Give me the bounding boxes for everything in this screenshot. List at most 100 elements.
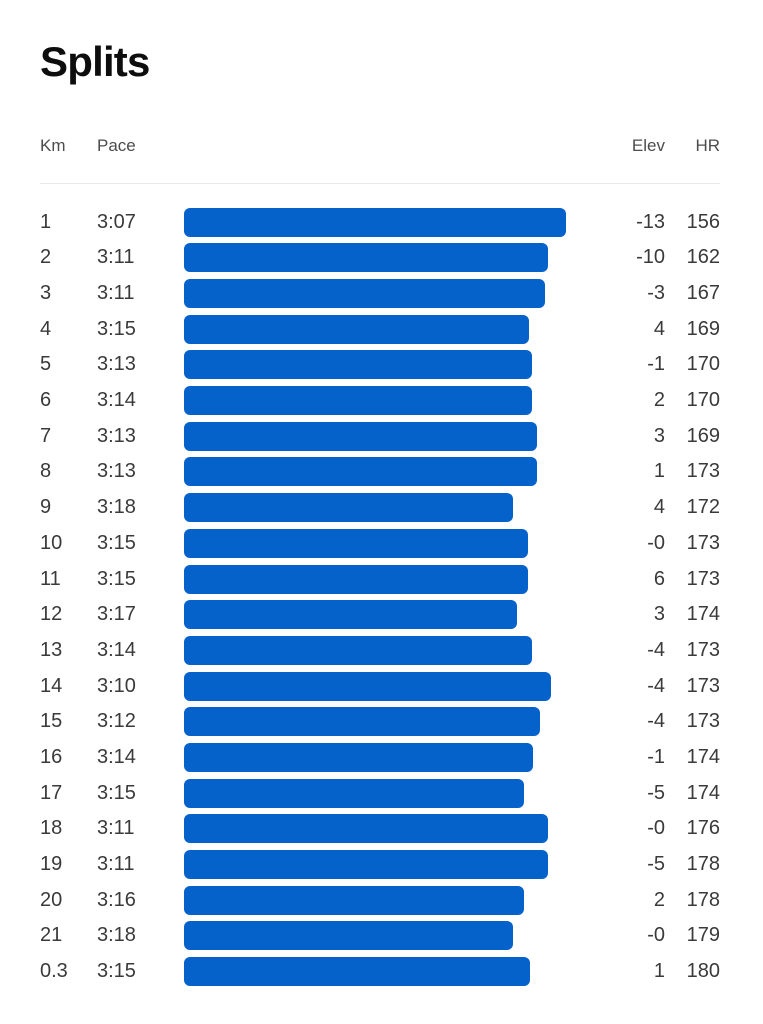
split-km: 3 [40,282,52,305]
split-hr: 172 [686,496,720,519]
split-hr: 167 [686,282,720,305]
pace-bar [184,742,533,772]
pace-bar-track [184,564,601,594]
table-row: 13 3:14 -4 173 [40,633,720,669]
table-row: 14 3:10 -4 173 [40,668,720,704]
pace-bar [184,921,513,951]
split-hr: 169 [686,317,720,340]
split-elev: 4 [653,496,665,519]
split-hr: 162 [686,246,720,269]
pace-bar-track [184,493,601,523]
split-km: 12 [40,603,63,626]
split-elev: -13 [636,210,665,233]
split-km: 6 [40,389,52,412]
pace-bar-track [184,421,601,451]
split-pace: 3:15 [97,317,136,340]
split-pace: 3:11 [97,817,135,840]
split-km: 19 [40,853,63,876]
pace-bar [184,814,548,844]
column-header-hr: HR [695,136,720,156]
split-elev: -0 [647,531,665,554]
split-pace: 3:11 [97,246,135,269]
pace-bar-track [184,279,601,309]
split-pace: 3:14 [97,638,136,661]
split-pace: 3:13 [97,424,136,447]
pace-bar [184,350,532,380]
pace-bar-track [184,350,601,380]
pace-bar-track [184,635,601,665]
table-row: 3 3:11 -3 167 [40,276,720,312]
table-row: 15 3:12 -4 173 [40,704,720,740]
split-km: 5 [40,353,52,376]
pace-bar-track [184,707,601,737]
pace-bar-track [184,850,601,880]
table-row: 11 3:15 6 173 [40,561,720,597]
split-elev: -0 [647,924,665,947]
split-km: 2 [40,246,52,269]
pace-bar-track [184,457,601,487]
split-hr: 170 [686,353,720,376]
split-km: 0.3 [40,960,68,983]
pace-bar-track [184,528,601,558]
split-pace: 3:15 [97,781,136,804]
split-pace: 3:11 [97,282,135,305]
split-hr: 176 [686,817,720,840]
pace-bar [184,778,524,808]
pace-bar [184,671,551,701]
split-km: 13 [40,638,63,661]
split-elev: -0 [647,817,665,840]
split-hr: 156 [686,210,720,233]
table-row: 10 3:15 -0 173 [40,525,720,561]
split-elev: -5 [647,853,665,876]
header-divider [40,183,720,185]
split-km: 16 [40,745,63,768]
table-row: 7 3:13 3 169 [40,418,720,454]
split-pace: 3:15 [97,567,136,590]
pace-bar-track [184,814,601,844]
table-row: 19 3:11 -5 178 [40,847,720,883]
table-row: 0.3 3:15 1 180 [40,954,720,990]
pace-bar [184,885,524,915]
splits-table-body: 1 3:07 -13 156 2 3:11 -10 162 3 3:11 -3 167 4 3:15 4 16… [40,204,720,989]
split-elev: -4 [647,638,665,661]
column-header-pace: Pace [97,136,136,156]
pace-bar [184,386,532,416]
pace-bar-track [184,742,601,772]
pace-bar-track [184,386,601,416]
pace-bar [184,635,532,665]
split-elev: 4 [653,317,665,340]
split-km: 15 [40,710,63,733]
pace-bar [184,279,545,309]
pace-bar-track [184,921,601,951]
split-elev: 1 [653,960,665,983]
split-pace: 3:18 [97,496,136,519]
table-row: 20 3:16 2 178 [40,882,720,918]
pace-bar-track [184,957,601,987]
pace-bar-track [184,600,601,630]
pace-bar [184,207,566,237]
split-km: 7 [40,424,52,447]
pace-bar [184,421,537,451]
split-hr: 178 [686,853,720,876]
split-hr: 173 [686,531,720,554]
split-elev: 1 [653,460,665,483]
split-hr: 179 [686,924,720,947]
split-elev: -10 [636,246,665,269]
pace-bar [184,707,540,737]
split-pace: 3:13 [97,353,136,376]
pace-bar-track [184,314,601,344]
table-row: 21 3:18 -0 179 [40,918,720,954]
table-row: 16 3:14 -1 174 [40,740,720,776]
split-hr: 173 [686,460,720,483]
split-hr: 173 [686,638,720,661]
split-hr: 178 [686,888,720,911]
split-elev: -4 [647,710,665,733]
split-pace: 3:16 [97,888,136,911]
split-hr: 174 [686,781,720,804]
split-km: 1 [40,210,52,233]
column-header-km: Km [40,136,66,156]
split-elev: 2 [653,888,665,911]
split-elev: -1 [647,745,665,768]
split-hr: 174 [686,745,720,768]
